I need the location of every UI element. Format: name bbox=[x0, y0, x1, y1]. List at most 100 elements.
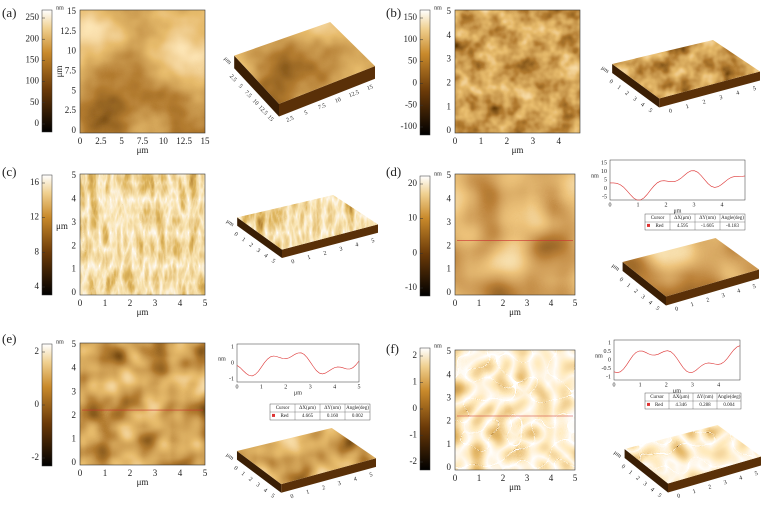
y-tick-label: 4 bbox=[447, 193, 452, 203]
colorbar-tick-label: 2 bbox=[413, 350, 418, 360]
colorbar-tick-label: 0 bbox=[413, 77, 418, 87]
surface-tick: 0 bbox=[668, 108, 672, 115]
x-tick-label: 10 bbox=[159, 136, 169, 146]
profile-x-tick: 2 bbox=[665, 202, 668, 208]
surface-tick: 0 bbox=[232, 465, 238, 472]
y-tick-label: 2.5 bbox=[65, 105, 77, 115]
panel-label: (a) bbox=[2, 5, 16, 20]
surface-top bbox=[612, 40, 760, 99]
y-tick-label: 2 bbox=[447, 240, 452, 250]
colorbar-unit: μm bbox=[56, 221, 68, 231]
surface-tick: 5 bbox=[754, 471, 759, 478]
table-header: Cursor bbox=[651, 216, 665, 221]
x-tick-label: 3 bbox=[525, 298, 530, 308]
surface-tick: 0 bbox=[608, 79, 614, 86]
colorbar-tick-label: 20 bbox=[408, 178, 418, 188]
afm-image bbox=[455, 10, 580, 133]
surface-tick: 7.5 bbox=[243, 90, 252, 100]
surface-side bbox=[612, 64, 660, 108]
table-header: Angle(deg) bbox=[721, 216, 744, 221]
surface-tick: 2 bbox=[706, 297, 711, 304]
surface-tick: 12.5 bbox=[348, 90, 360, 99]
colorbar-tick-label: 12 bbox=[30, 212, 39, 222]
colorbar bbox=[41, 9, 53, 133]
surface-side bbox=[237, 217, 282, 258]
profile-y-tick: 0 bbox=[604, 186, 607, 192]
table-cell: 0.160 bbox=[327, 414, 339, 419]
surface-tick: 0 bbox=[618, 277, 624, 284]
surface-tick: 1 bbox=[307, 255, 311, 262]
colorbar-tick-label: 10 bbox=[408, 213, 418, 223]
y-tick-label: 4 bbox=[72, 363, 77, 373]
surface-tick: 0 bbox=[620, 464, 626, 471]
y-tick-label: 3 bbox=[447, 54, 452, 64]
surface-side bbox=[668, 456, 761, 493]
colorbar bbox=[419, 9, 431, 136]
y-tick-label: 1 bbox=[447, 264, 452, 274]
colorbar-tick-label: 150 bbox=[404, 12, 418, 22]
colorbar bbox=[419, 175, 431, 297]
surface-tick: 3 bbox=[642, 481, 648, 488]
image-frame bbox=[79, 173, 206, 296]
table-cell: -0.183 bbox=[726, 224, 739, 229]
afm-image bbox=[80, 10, 205, 133]
surface-tick: 0 bbox=[291, 259, 295, 266]
colorbar-tick-label: 0 bbox=[413, 247, 418, 257]
x-tick-label: 4 bbox=[549, 298, 554, 308]
x-axis-label: μm bbox=[137, 307, 149, 317]
surface-tick: 2 bbox=[323, 251, 327, 258]
surface-tick: 1 bbox=[616, 85, 622, 92]
surface-tick: 5 bbox=[270, 258, 276, 265]
profile-x-tick: 4 bbox=[717, 382, 720, 388]
x-tick-label: 1 bbox=[477, 473, 482, 483]
x-tick-label: 3 bbox=[153, 298, 158, 308]
x-axis-label: μm bbox=[137, 145, 149, 155]
colorbar-tick-label: 250 bbox=[26, 12, 40, 22]
cursor-swatch bbox=[647, 402, 650, 406]
surface-tick: 4 bbox=[739, 475, 744, 482]
cursor-swatch bbox=[647, 223, 650, 227]
table-cell: 0.002 bbox=[352, 414, 364, 419]
x-tick-label: 2 bbox=[501, 473, 506, 483]
colorbar-tick-label: 100 bbox=[26, 76, 40, 86]
surface-tick: 2 bbox=[702, 99, 706, 106]
y-tick-label: 2 bbox=[72, 240, 77, 250]
surface-side bbox=[666, 269, 759, 306]
x-tick-label: 0 bbox=[78, 468, 83, 478]
surface-tick: 2 bbox=[624, 90, 630, 97]
table-header: Angle(deg) bbox=[346, 406, 369, 411]
table-header: Cursor bbox=[276, 406, 290, 411]
surface-tick: 15 bbox=[366, 84, 374, 92]
surface-tick: 2 bbox=[634, 475, 640, 482]
x-axis-label: μm bbox=[509, 482, 521, 492]
colorbar-tick-label: 0 bbox=[35, 118, 40, 128]
y-tick-label: 5 bbox=[72, 170, 77, 180]
surface-tick: 3 bbox=[255, 248, 261, 255]
y-tick-label: 1 bbox=[72, 433, 77, 443]
surface-tick: 3 bbox=[631, 96, 637, 103]
y-tick-label: 2 bbox=[447, 416, 452, 426]
surface-tick: 1 bbox=[625, 283, 631, 290]
x-tick-label: 5 bbox=[573, 298, 578, 308]
y-tick-label: 3 bbox=[72, 217, 77, 227]
surface-tick: 1 bbox=[692, 489, 697, 496]
x-tick-label: 0 bbox=[78, 136, 83, 146]
profile-x-label: μm bbox=[673, 388, 681, 394]
y-tick-label: 1 bbox=[447, 101, 452, 111]
y-tick-label: 3 bbox=[447, 392, 452, 402]
surface-tick: 5 bbox=[369, 472, 373, 479]
profile-x-tick: 0 bbox=[613, 382, 616, 388]
profile-x-tick: 2 bbox=[284, 384, 287, 390]
surface-tick: 3 bbox=[719, 95, 723, 102]
surface-tick: 5 bbox=[656, 493, 662, 500]
y-tick-label: 1 bbox=[447, 439, 452, 449]
colorbar-tick-label: 4 bbox=[35, 281, 40, 291]
y-tick-label: 5 bbox=[447, 170, 452, 180]
profile-curve bbox=[236, 352, 360, 377]
profile-y-tick: -5 bbox=[602, 194, 607, 200]
y-tick-label: 2 bbox=[72, 410, 77, 420]
x-tick-label: 2 bbox=[128, 468, 133, 478]
surface-tick: 4 bbox=[647, 300, 653, 307]
surface-unit: μm bbox=[612, 450, 622, 460]
panel-label: (b) bbox=[386, 5, 401, 20]
